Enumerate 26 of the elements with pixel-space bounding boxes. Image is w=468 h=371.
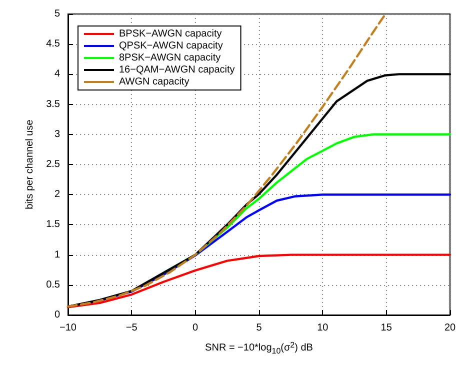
x-tick-label: −10 xyxy=(60,322,77,334)
x-tick-label: 10 xyxy=(317,322,329,334)
line-series xyxy=(66,254,452,308)
x-tick-label: 20 xyxy=(444,322,456,334)
x-tick-label: 15 xyxy=(380,322,392,334)
y-tick-label: 4 xyxy=(54,68,60,80)
x-tick-label: −5 xyxy=(126,322,138,334)
legend-label: AWGN capacity xyxy=(119,76,190,88)
y-axis-title: bits per channel use xyxy=(24,119,36,210)
legend-label: 16−QAM−AWGN capacity xyxy=(119,64,235,76)
legend-label: QPSK−AWGN capacity xyxy=(119,40,223,52)
y-tick-label: 2 xyxy=(54,189,60,200)
y-tick-label: 4.5 xyxy=(46,38,60,50)
y-tick-label: 1 xyxy=(54,249,60,260)
x-tick-label: 0 xyxy=(192,322,199,334)
legend-label: 8PSK−AWGN capacity xyxy=(119,52,221,64)
y-tick-label: 1.5 xyxy=(46,219,60,230)
x-tick-label: 5 xyxy=(256,322,262,334)
y-tick-label: 2.5 xyxy=(46,159,60,170)
y-tick-label: 3 xyxy=(54,128,60,140)
line-series xyxy=(66,14,386,308)
y-tick-label: 5 xyxy=(54,8,60,20)
y-tick-label: 3.5 xyxy=(46,98,60,110)
y-tick-label: 0 xyxy=(54,310,60,320)
y-tick-label: 0.5 xyxy=(46,279,60,290)
legend-label: BPSK−AWGN capacity xyxy=(119,28,222,40)
